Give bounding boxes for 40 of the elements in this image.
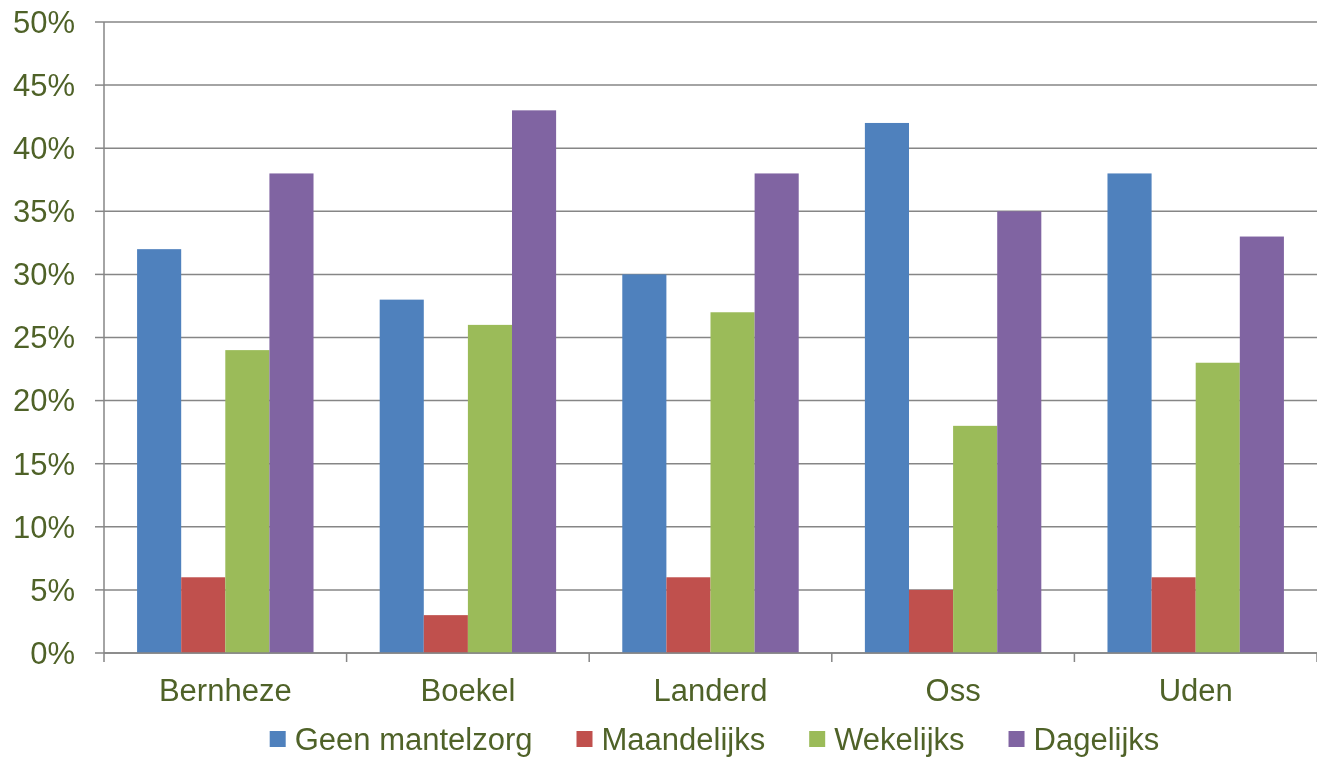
y-tick-label: 0%: [30, 635, 75, 671]
bar: [225, 350, 270, 653]
bar: [710, 312, 755, 653]
legend-label: Dagelijks: [1033, 722, 1160, 757]
x-tick-label: Oss: [925, 673, 981, 708]
bar: [908, 589, 954, 653]
y-tick-label: 10%: [12, 509, 75, 545]
bar: [269, 173, 314, 653]
bar: [181, 577, 226, 653]
bar: [1107, 173, 1152, 653]
y-tick-label: 30%: [12, 257, 75, 293]
y-tick-label: 35%: [12, 194, 75, 230]
y-tick-label: 20%: [12, 383, 75, 419]
bar: [622, 274, 667, 653]
bar: [1239, 236, 1284, 653]
y-tick-label: 45%: [12, 67, 75, 103]
bar: [754, 173, 799, 653]
legend-label: Maandelijks: [601, 722, 766, 757]
bar: [512, 110, 557, 653]
bar: [1195, 362, 1240, 653]
x-tick-label: Landerd: [653, 673, 768, 708]
bar: [997, 211, 1042, 653]
bar: [1151, 577, 1196, 653]
bar: [864, 122, 909, 653]
legend-label: Wekelijks: [834, 722, 965, 757]
x-tick-label: Bernheze: [158, 673, 292, 708]
legend-label: Geen mantelzorg: [294, 722, 533, 757]
bar: [423, 615, 468, 653]
x-tick-label: Uden: [1158, 673, 1233, 708]
y-tick-label: 5%: [30, 572, 75, 608]
y-tick-label: 50%: [12, 4, 75, 40]
y-tick-label: 40%: [12, 131, 75, 167]
bar: [953, 425, 998, 653]
x-tick-label: Boekel: [420, 673, 516, 708]
bar: [137, 249, 182, 653]
bar: [666, 577, 711, 653]
y-tick-label: 15%: [12, 446, 75, 482]
y-tick-label: 25%: [12, 320, 75, 356]
bar: [379, 299, 424, 653]
bar: [467, 324, 513, 653]
